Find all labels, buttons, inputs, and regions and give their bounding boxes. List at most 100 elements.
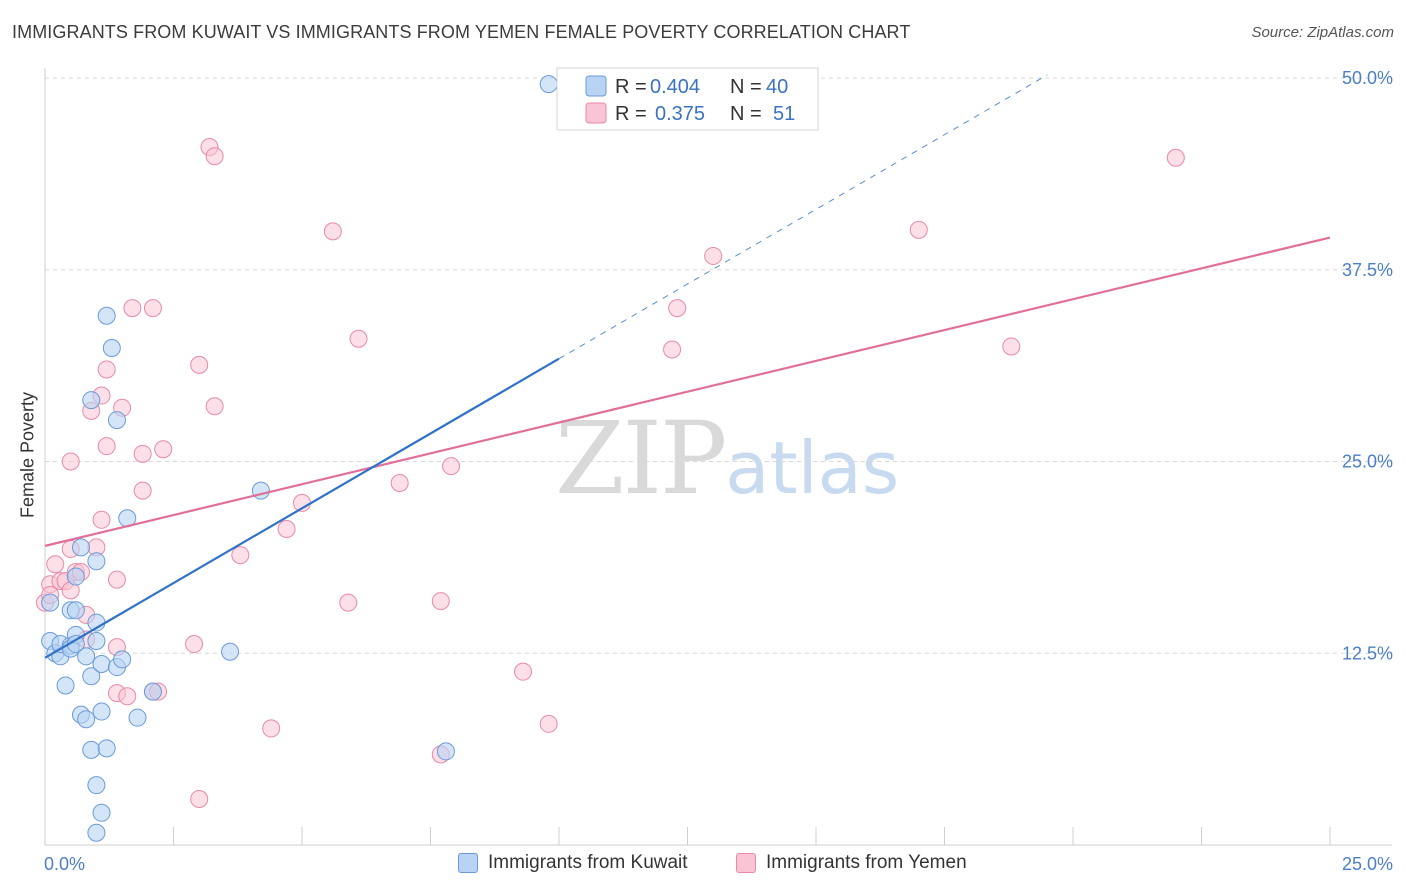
yemen-point-3 [46,555,65,574]
yemen-point-23 [118,687,137,706]
yemen-point-8 [61,452,80,471]
kuwait-trend-extension [558,74,1048,360]
legend-yemen-r-value: 0.375 [655,103,705,125]
yemen-point-41 [323,222,342,241]
kuwait-point-18 [82,391,101,410]
yemen-trend-line [44,236,1331,547]
yemen-point-47 [442,457,461,476]
kuwait-point-20 [87,552,106,571]
legend-kuwait-n-label: N = [730,76,762,98]
bottom-legend-kuwait-label: Immigrants from Kuwait [488,852,688,873]
yemen-point-27 [143,299,162,318]
bottom-legend-yemen: Immigrants from Yemen [736,852,967,874]
yemen-point-31 [185,635,204,654]
yemen-point-54 [1002,337,1021,356]
yemen-point-48 [514,662,533,681]
kuwait-point-31 [107,411,126,430]
bottom-legend-kuwait: Immigrants from Kuwait [458,852,688,874]
kuwait-point-33 [113,650,132,669]
legend-yemen-swatch [585,102,607,124]
yemen-point-16 [92,510,111,529]
x-axis-ticks [44,827,1331,845]
kuwait-point-11 [66,567,85,586]
yemen-point-30 [154,440,173,459]
kuwait-trend-line [44,357,560,659]
yemen-point-55 [1166,148,1185,167]
yemen-point-17 [97,360,116,379]
yemen-point-50 [663,340,682,359]
kuwait-point-39 [539,75,558,94]
bottom-legend-yemen-label: Immigrants from Yemen [766,852,967,873]
yemen-point-43 [349,329,368,348]
yemen-point-25 [133,481,152,500]
y-tick-label-1: 25.0% [1342,452,1393,472]
kuwait-point-16 [77,647,96,666]
yemen-point-24 [123,299,142,318]
kuwait-point-35 [128,708,147,727]
yemen-point-44 [390,473,409,492]
grid-lines [45,77,1392,654]
kuwait-point-23 [87,776,106,795]
yemen-point-42 [339,593,358,612]
legend-kuwait-swatch [585,75,607,97]
x-tick-label-1: 25.0% [1342,854,1393,874]
yemen-point-52 [704,246,723,265]
kuwait-point-5 [56,676,75,695]
yemen-point-36 [205,397,224,416]
yemen-point-35 [205,147,224,166]
kuwait-point-19 [82,740,101,759]
kuwait-point-28 [97,306,116,325]
yemen-point-39 [277,519,296,538]
legend: R = 0.404 N = 40 R = 0.375 N = 51 [556,67,819,131]
y-tick-label-0: 12.5% [1342,643,1393,663]
yemen-point-19 [107,570,126,589]
watermark: ZIPatlas [555,400,899,517]
kuwait-point-24 [87,631,106,650]
legend-yemen-n-value: 51 [773,103,795,125]
kuwait-point-13 [71,538,90,557]
kuwait-point-0 [41,593,60,612]
kuwait-point-37 [221,642,240,661]
legend-kuwait-n-value: 40 [766,76,788,98]
trend-lines [44,74,1331,659]
bottom-legend-yemen-swatch [736,853,756,873]
kuwait-point-27 [92,654,111,673]
yemen-point-45 [431,592,450,611]
y-tick-label-2: 37.5% [1342,260,1393,280]
y-tick-label-3: 50.0% [1342,68,1393,88]
yemen-point-51 [668,299,687,318]
kuwait-point-36 [143,682,162,701]
axes [44,68,1392,846]
yemen-point-18 [97,437,116,456]
yemen-point-32 [190,355,209,374]
bottom-legend-kuwait-swatch [458,853,478,873]
source-credit: Source: ZipAtlas.com [1251,24,1394,41]
yemen-points [36,138,1185,808]
legend-yemen-n-label: N = [730,103,762,125]
kuwait-point-29 [97,739,116,758]
kuwait-point-10 [66,601,85,620]
yemen-point-38 [262,719,281,738]
watermark-atlas: atlas [725,426,900,510]
x-tick-label-0: 0.0% [44,854,85,874]
watermark-zip: ZIP [555,400,727,517]
kuwait-points [41,75,558,842]
kuwait-point-22 [87,823,106,842]
kuwait-point-40 [436,742,455,761]
kuwait-point-17 [82,667,101,686]
yemen-point-53 [909,220,928,239]
kuwait-point-25 [92,702,111,721]
kuwait-point-15 [77,710,96,729]
kuwait-point-26 [92,803,111,822]
legend-yemen-r-label: R = [615,103,647,125]
x-tick-labels: 0.0% 25.0% [44,854,1393,874]
yemen-point-37 [231,546,250,565]
legend-kuwait-r-label: R = [615,76,647,98]
kuwait-point-30 [102,338,121,357]
yemen-point-49 [539,714,558,733]
y-tick-labels: 12.5% 25.0% 37.5% 50.0% [1342,68,1393,663]
yemen-point-33 [190,789,209,808]
legend-kuwait-r-value: 0.404 [650,76,700,98]
yemen-point-26 [133,444,152,463]
